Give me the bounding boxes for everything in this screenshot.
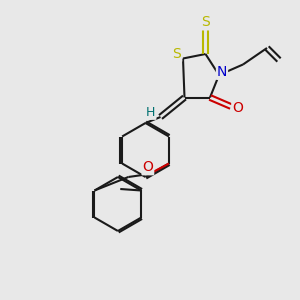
Text: N: N: [217, 65, 227, 79]
Text: O: O: [232, 101, 243, 115]
Text: S: S: [172, 47, 182, 61]
Text: H: H: [146, 106, 156, 119]
Text: S: S: [201, 16, 210, 29]
Text: O: O: [142, 160, 153, 174]
